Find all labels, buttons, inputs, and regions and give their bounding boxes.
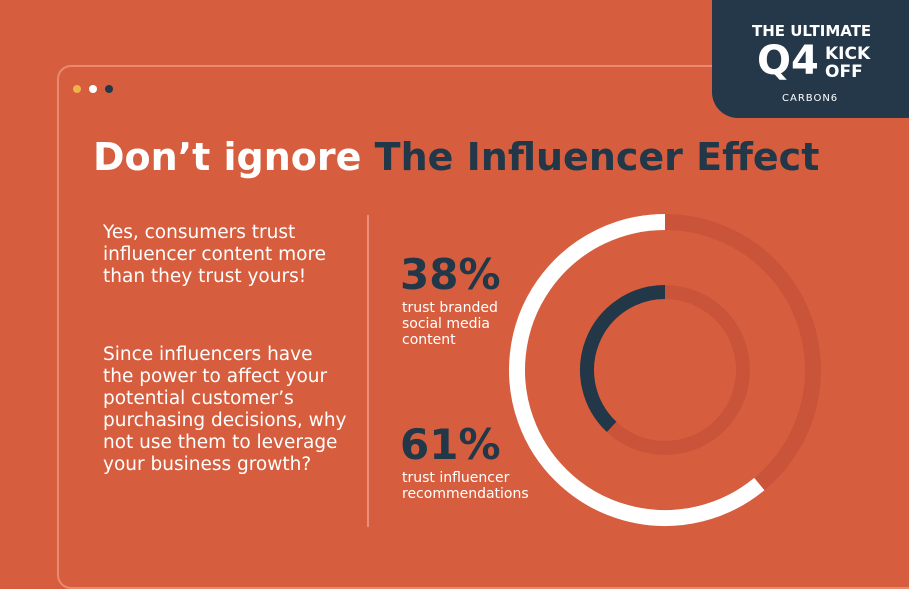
category-label: trust branded social media content <box>402 300 498 348</box>
heading: Don’t ignore The Influencer Effect <box>93 135 819 179</box>
category-label: trust influencer recommendations <box>402 470 529 502</box>
badge: THE ULTIMATE Q4 KICK OFF CARBON6 <box>712 0 909 118</box>
value-label: 38% <box>400 250 501 299</box>
badge-off: OFF <box>825 62 863 82</box>
ring-arc <box>580 285 666 432</box>
dot <box>73 85 81 93</box>
ring-arc <box>509 214 765 526</box>
chart <box>509 214 821 526</box>
value-label: 61% <box>400 420 501 469</box>
heading-part: The Influencer Effect <box>374 135 820 179</box>
badge-q4: Q4 <box>757 38 819 84</box>
dot <box>105 85 113 93</box>
paragraph: Yes, consumers trust influencer content … <box>103 222 327 287</box>
paragraph: Since influencers have the power to affe… <box>103 344 347 475</box>
badge-kick: KICK <box>825 44 871 64</box>
badge-line: THE ULTIMATE <box>752 22 872 40</box>
badge-brand: CARBON6 <box>782 93 839 104</box>
slide: THE ULTIMATE Q4 KICK OFF CARBON6 Don’t i… <box>57 0 909 589</box>
divider <box>367 215 369 527</box>
heading-part: Don’t ignore <box>93 135 362 179</box>
dot <box>89 85 97 93</box>
